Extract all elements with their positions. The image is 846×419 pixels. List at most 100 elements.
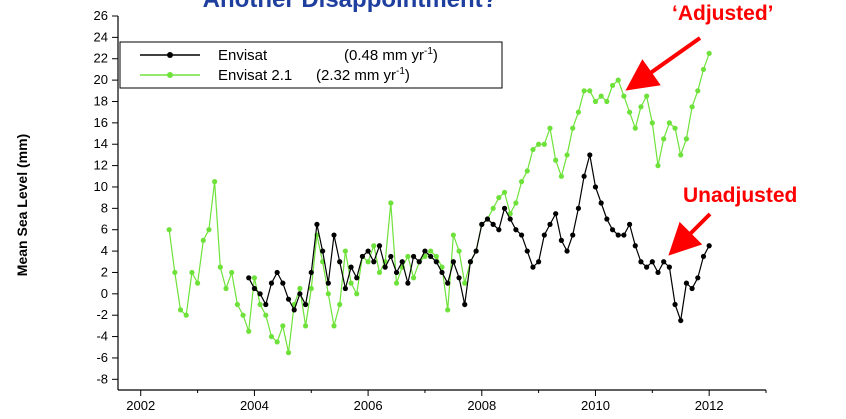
data-point — [536, 141, 542, 147]
data-point — [217, 264, 223, 270]
data-point — [706, 243, 712, 249]
data-point — [229, 269, 235, 276]
data-point — [626, 221, 633, 227]
data-point — [683, 280, 690, 286]
annotation-adjusted: ‘Adjusted’ — [672, 2, 774, 25]
x-tick-label: 2008 — [467, 398, 496, 413]
data-point — [365, 259, 371, 265]
data-point — [553, 157, 559, 163]
data-point — [348, 264, 354, 270]
data-point — [689, 104, 695, 110]
y-tick-label: 24 — [94, 29, 108, 44]
data-point — [621, 93, 627, 99]
data-point — [496, 227, 502, 233]
y-tick-label: 12 — [94, 158, 108, 173]
data-point — [678, 152, 684, 158]
data-point — [462, 280, 468, 286]
data-point — [433, 259, 439, 265]
data-point — [450, 259, 456, 265]
data-point — [666, 120, 672, 126]
data-point — [467, 259, 474, 265]
data-point — [626, 109, 633, 115]
data-point — [251, 275, 258, 281]
series-layer — [166, 50, 712, 356]
data-point — [251, 285, 258, 292]
data-point — [331, 323, 337, 329]
data-point — [246, 275, 252, 281]
data-point — [632, 125, 638, 131]
data-point — [564, 152, 570, 158]
data-point — [689, 285, 695, 292]
data-point — [376, 269, 383, 276]
y-tick-label: 10 — [94, 179, 108, 194]
data-point — [649, 259, 655, 265]
data-point — [337, 259, 343, 265]
data-point — [342, 248, 348, 254]
data-point — [308, 285, 314, 292]
data-point — [354, 291, 360, 297]
data-point — [342, 285, 348, 292]
y-tick-label: -6 — [96, 350, 108, 365]
data-point — [570, 232, 576, 238]
legend-label: Envisat 2.1 — [218, 67, 292, 84]
data-point — [513, 227, 519, 233]
data-point — [638, 104, 644, 110]
data-point — [320, 248, 326, 254]
arrow-adjusted — [625, 36, 702, 91]
data-point — [285, 350, 292, 356]
data-point — [405, 253, 411, 260]
y-tick-label: 4 — [101, 243, 108, 258]
data-point — [570, 125, 576, 131]
data-point — [439, 269, 445, 276]
series-envisat — [246, 152, 712, 324]
data-point — [524, 248, 530, 254]
data-point — [274, 269, 280, 276]
data-point — [177, 307, 184, 313]
data-point — [297, 285, 303, 292]
legend-item: Envisat (0.48 mm yr-1) — [140, 46, 438, 64]
data-point — [621, 232, 627, 238]
data-point — [501, 205, 508, 211]
y-tick-label: -2 — [96, 307, 108, 322]
data-point — [592, 184, 599, 190]
data-point — [501, 189, 508, 195]
data-point — [354, 275, 360, 281]
data-point — [331, 232, 337, 238]
legend-swatch-marker — [167, 52, 173, 58]
data-point — [325, 280, 331, 286]
data-point — [422, 248, 428, 254]
y-tick-label: 16 — [94, 115, 108, 130]
legend: Envisat (0.48 mm yr-1) Envisat 2.1 (2.32 mm… — [119, 41, 503, 89]
x-tick-label: 2010 — [581, 398, 610, 413]
data-point — [257, 291, 263, 297]
data-point — [291, 307, 297, 313]
data-point — [507, 211, 513, 217]
legend-label: Envisat — [218, 47, 268, 64]
data-point — [513, 200, 519, 206]
series-envisat-2-1 — [166, 50, 712, 356]
data-point — [302, 323, 309, 329]
data-point — [274, 339, 280, 345]
data-point — [672, 301, 678, 308]
data-point — [695, 275, 701, 281]
data-point — [234, 301, 240, 308]
x-tick-label: 2004 — [240, 398, 269, 413]
data-point — [558, 237, 564, 243]
data-point — [223, 285, 229, 292]
data-point — [530, 264, 536, 270]
data-point — [263, 301, 269, 308]
data-point — [706, 50, 712, 57]
data-point — [280, 323, 286, 329]
data-point — [632, 243, 638, 249]
data-point — [587, 152, 593, 158]
data-point — [297, 291, 303, 297]
data-point — [678, 317, 684, 324]
data-point — [598, 93, 604, 99]
annotation-unadjusted: Unadjusted — [683, 184, 798, 207]
data-point — [507, 216, 513, 222]
data-point — [416, 259, 422, 265]
series-line — [168, 53, 710, 353]
data-point — [700, 66, 707, 73]
data-point — [445, 280, 451, 286]
legend-box — [119, 41, 503, 89]
